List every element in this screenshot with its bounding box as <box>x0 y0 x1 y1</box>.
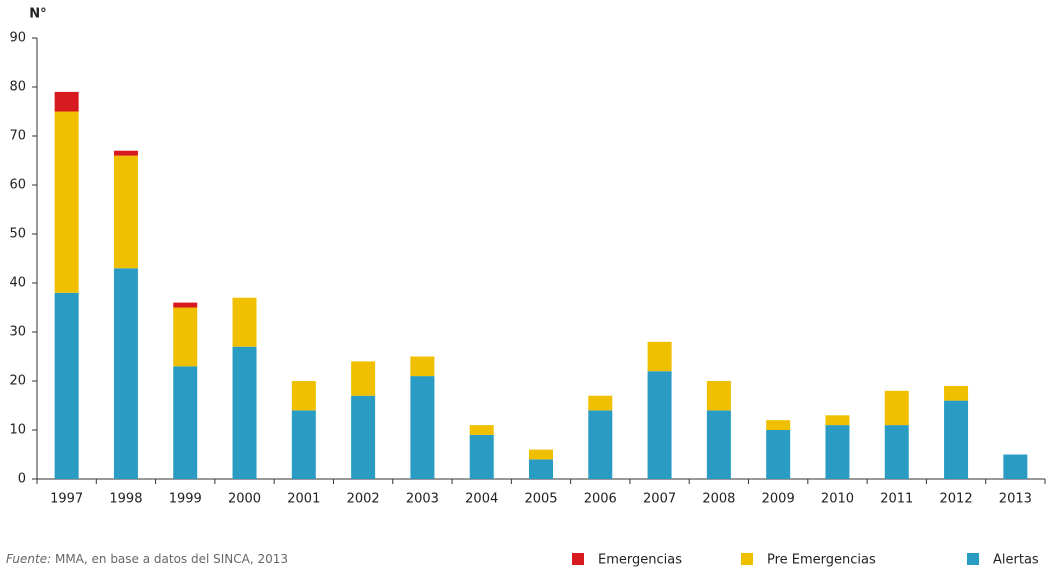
source-label: Fuente: <box>6 552 51 566</box>
y-tick-label: 80 <box>9 80 26 95</box>
bar-segment <box>944 400 969 479</box>
bar-segment <box>529 459 553 479</box>
bar-segment <box>766 420 791 430</box>
x-tick-label: 2007 <box>643 492 676 507</box>
legend-label: Alertas <box>993 553 1039 568</box>
bar-segment <box>588 410 613 479</box>
bar-segment <box>173 366 198 479</box>
bar-segment <box>884 425 909 479</box>
y-tick-label: 50 <box>9 227 26 242</box>
bar-segment <box>410 356 435 377</box>
bar-segment <box>232 297 257 347</box>
source-text: MMA, en base a datos del SINCA, 2013 <box>55 552 288 566</box>
bar-segment <box>351 361 376 396</box>
bar-segment <box>529 449 553 460</box>
bar-segment <box>944 385 969 401</box>
y-tick-label: 10 <box>9 423 26 438</box>
x-tick-label: 2001 <box>287 492 320 507</box>
bar-segment <box>825 425 850 479</box>
bar-segment <box>469 434 494 479</box>
legend-swatch <box>967 553 979 565</box>
bar-segment <box>469 425 494 435</box>
bar-segment <box>588 395 613 411</box>
bar-segment <box>706 381 731 411</box>
x-tick-label: 1999 <box>169 492 202 507</box>
y-tick-label: 70 <box>9 129 26 144</box>
bar-segment <box>173 307 198 367</box>
x-tick-label: 1997 <box>50 492 83 507</box>
bar-segment <box>766 430 791 479</box>
legend-label: Pre Emergencias <box>767 553 876 568</box>
x-tick-label: 2004 <box>465 492 498 507</box>
bar-segment <box>54 91 79 112</box>
bar-segment <box>1003 454 1028 479</box>
x-tick-label: 2008 <box>702 492 735 507</box>
x-tick-label: 2011 <box>880 492 913 507</box>
x-tick-label: 2009 <box>762 492 795 507</box>
bar-segment <box>232 346 257 479</box>
y-tick-label: 20 <box>9 374 26 389</box>
bar-segment <box>647 371 672 479</box>
x-tick-label: 1998 <box>109 492 142 507</box>
legend-swatch <box>572 553 584 565</box>
y-tick-label: 60 <box>9 178 26 193</box>
bar-segment <box>647 341 672 372</box>
bar-segment <box>351 395 376 479</box>
bar-segment <box>113 150 138 156</box>
y-tick-label: 40 <box>9 276 26 291</box>
y-tick-label: 30 <box>9 325 26 340</box>
x-tick-label: 2002 <box>347 492 380 507</box>
bar-segment <box>706 410 731 479</box>
bar-segment <box>113 155 138 269</box>
legend-label: Emergencias <box>598 553 682 568</box>
x-tick-label: 2012 <box>940 492 973 507</box>
x-tick-label: 2003 <box>406 492 439 507</box>
source: Fuente: MMA, en base a datos del SINCA, … <box>6 552 288 566</box>
bar-segment <box>825 415 850 426</box>
bar-segment <box>884 390 909 426</box>
bar-segment <box>113 268 138 479</box>
bar-segment <box>291 410 316 479</box>
x-tick-label: 2000 <box>228 492 261 507</box>
x-tick-label: 2005 <box>524 492 557 507</box>
bar-segment <box>173 302 198 308</box>
y-axis-label: N° <box>29 7 46 22</box>
y-tick-label: 0 <box>18 472 26 487</box>
y-tick-label: 90 <box>9 31 26 46</box>
x-tick-label: 2006 <box>584 492 617 507</box>
legend-swatch <box>741 553 753 565</box>
bar-segment <box>54 111 79 293</box>
x-tick-label: 2010 <box>821 492 854 507</box>
bar-segment <box>410 376 435 479</box>
x-tick-label: 2013 <box>999 492 1032 507</box>
bar-segment <box>291 381 316 411</box>
bar-segment <box>54 292 79 479</box>
